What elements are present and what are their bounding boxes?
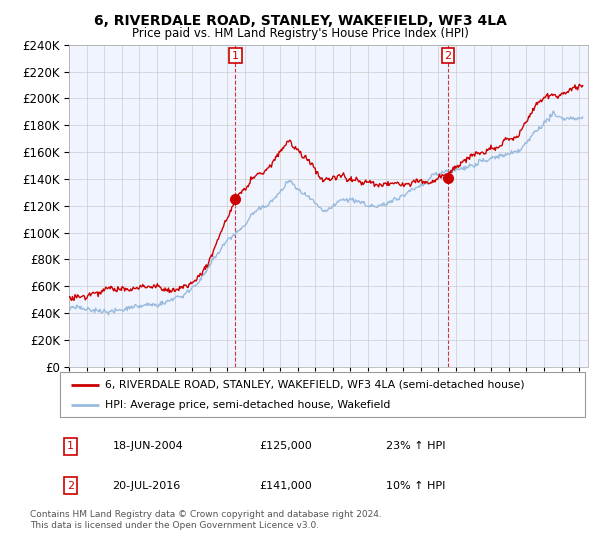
Text: 1: 1 [67, 441, 74, 451]
Text: 6, RIVERDALE ROAD, STANLEY, WAKEFIELD, WF3 4LA (semi-detached house): 6, RIVERDALE ROAD, STANLEY, WAKEFIELD, W… [104, 380, 524, 390]
Text: HPI: Average price, semi-detached house, Wakefield: HPI: Average price, semi-detached house,… [104, 400, 390, 410]
Text: Price paid vs. HM Land Registry's House Price Index (HPI): Price paid vs. HM Land Registry's House … [131, 27, 469, 40]
Text: 6, RIVERDALE ROAD, STANLEY, WAKEFIELD, WF3 4LA: 6, RIVERDALE ROAD, STANLEY, WAKEFIELD, W… [94, 14, 506, 28]
Text: 2: 2 [445, 50, 452, 60]
Text: 23% ↑ HPI: 23% ↑ HPI [386, 441, 445, 451]
Text: £141,000: £141,000 [260, 481, 312, 491]
Text: 2: 2 [67, 481, 74, 491]
Text: 1: 1 [232, 50, 239, 60]
Text: Contains HM Land Registry data © Crown copyright and database right 2024.
This d: Contains HM Land Registry data © Crown c… [30, 510, 382, 530]
Text: 18-JUN-2004: 18-JUN-2004 [113, 441, 183, 451]
FancyBboxPatch shape [60, 372, 585, 417]
Text: 20-JUL-2016: 20-JUL-2016 [113, 481, 181, 491]
Text: 10% ↑ HPI: 10% ↑ HPI [386, 481, 445, 491]
Text: £125,000: £125,000 [260, 441, 312, 451]
